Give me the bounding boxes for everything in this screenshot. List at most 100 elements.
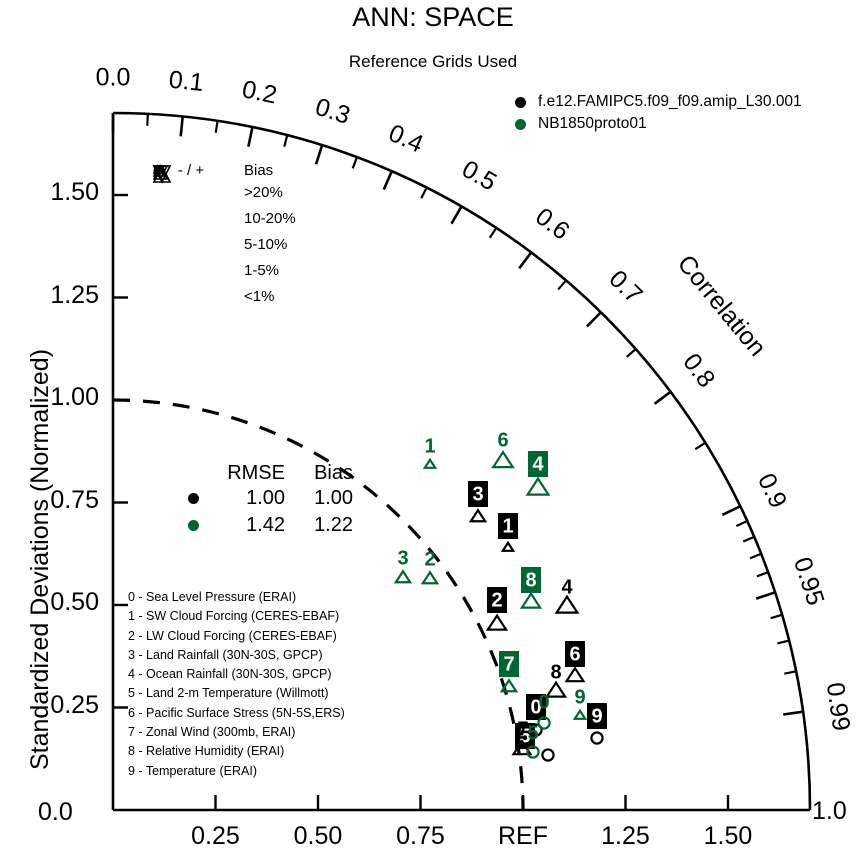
marker-label-0: 0	[538, 691, 549, 713]
marker-label-9: 9	[591, 705, 602, 727]
corr-minor-tick	[742, 535, 755, 543]
data-marker-0[interactable]	[537, 716, 551, 730]
stats-color-dot	[187, 493, 199, 504]
origin-tick-label: 0.0	[38, 798, 73, 826]
x-tick-label-REF: REF	[498, 822, 548, 850]
bias-legend-label-3: 1-5%	[244, 261, 280, 279]
bias-legend-title: Bias	[244, 162, 274, 179]
corr-minor-tick	[351, 156, 358, 169]
data-marker-1[interactable]	[422, 457, 438, 469]
corr-minor-tick	[146, 113, 149, 126]
marker-triangle-up	[485, 613, 509, 631]
bias-legend-rows: >20% 10-20% 5-10% 1-5% <1%	[150, 164, 296, 309]
legend-entry-1: NB1850proto01	[515, 115, 802, 133]
corr-minor-tick	[283, 134, 289, 148]
marker-label-4: 4	[561, 576, 573, 598]
marker-triangle-up	[564, 666, 586, 683]
chart-subtitle: Reference Grids Used	[348, 52, 518, 71]
stats-col-rmse: RMSE	[227, 462, 285, 484]
data-marker-9[interactable]	[572, 708, 588, 720]
corr-tick-0.2	[247, 126, 254, 147]
variable-key-item-2: 2 - LW Cloud Forcing (CERES-EBAF)	[128, 628, 337, 643]
bias-legend-row-1: 10-20%	[150, 164, 296, 231]
marker-label-5: 5	[519, 725, 530, 747]
legend-label-1: NB1850proto01	[538, 115, 647, 132]
data-marker-7[interactable]	[511, 739, 533, 756]
marker-circle	[526, 745, 540, 759]
y-tick-label-0.75: 0.75	[50, 485, 99, 514]
legend-dot-green	[515, 118, 526, 130]
data-marker-9[interactable]	[590, 731, 604, 745]
stats-rmse-1: 1.42	[246, 514, 285, 536]
x-tick-label-0.75: 0.75	[396, 822, 445, 850]
marker-label-1: 1	[502, 515, 513, 537]
corr-tick-label-0.3: 0.3	[312, 93, 354, 130]
legend-label-0: f.e12.FAMIPC5.f09_f09.amip_L30.001	[538, 93, 802, 110]
corr-minor-tick	[749, 552, 762, 560]
corr-tick-label-0.99: 0.99	[821, 681, 856, 733]
marker-triangle-up	[572, 708, 588, 720]
data-marker-2[interactable]	[420, 570, 440, 585]
marker-label-7: 7	[503, 653, 514, 675]
corr-minor-tick	[694, 441, 707, 451]
data-marker-5[interactable]	[541, 748, 555, 762]
stats-col-bias: Bias	[314, 462, 353, 484]
data-marker-1[interactable]	[500, 540, 516, 552]
marker-label-6: 6	[569, 643, 580, 665]
data-marker-4[interactable]	[554, 594, 580, 614]
data-marker-7[interactable]	[499, 678, 519, 693]
corr-tick-label-0.5: 0.5	[457, 155, 501, 197]
corr-minor-tick	[420, 187, 428, 199]
marker-label-box-0	[526, 694, 546, 720]
bias-legend-label-2: 5-10%	[244, 235, 288, 253]
stats-table: RMSE Bias 1.00 1.00 1.42 1.22	[175, 462, 353, 539]
data-marker-3[interactable]	[468, 508, 488, 523]
bias-circle-icon	[153, 165, 164, 176]
bias-legend-header: - / + Bias	[150, 162, 296, 179]
corr-tick-label-0.6: 0.6	[530, 202, 575, 245]
variable-key-item-7: 7 - Zonal Wind (300mb, ERAI)	[128, 725, 296, 740]
data-marker-8[interactable]	[519, 591, 543, 609]
data-marker-6[interactable]	[564, 666, 586, 683]
corr-tick-0.99	[783, 710, 804, 716]
bias-legend-row-2: 5-10%	[150, 164, 296, 257]
variable-key-item-8: 8 - Relative Humidity (ERAI)	[128, 744, 285, 759]
data-marker-8[interactable]	[544, 680, 568, 698]
marker-triangle-up	[422, 457, 438, 469]
marker-triangle-up	[554, 594, 580, 614]
marker-label-2: 2	[491, 589, 502, 611]
stats-rmse-0: 1.00	[246, 487, 285, 509]
variable-key-item-9: 9 - Temperature (ERAI)	[128, 763, 257, 778]
marker-triangle-up	[544, 680, 568, 698]
marker-triangle-up	[420, 570, 440, 585]
corr-tick-0.6	[518, 251, 533, 270]
corr-tick-0.9	[721, 505, 741, 517]
marker-label-1: 1	[424, 435, 435, 457]
chart-title: ANN: SPACE	[352, 2, 514, 32]
corr-minor-tick	[735, 520, 748, 527]
corr-tick-0.7	[585, 311, 602, 328]
marker-label-6: 6	[497, 429, 508, 451]
bias-legend-sign-header: - / +	[177, 162, 205, 179]
variable-key-item-0: 0 - Sea Level Pressure (ERAI)	[128, 590, 297, 604]
data-marker-2[interactable]	[485, 613, 509, 631]
corr-minor-tick	[626, 348, 637, 358]
data-marker-4[interactable]	[525, 476, 551, 496]
corr-tick-label-0.1: 0.1	[168, 66, 205, 97]
marker-triangle-up	[491, 450, 515, 469]
marker-circle	[590, 731, 604, 745]
bias-legend-label-4: <1%	[244, 287, 275, 305]
reference-arc	[112, 398, 525, 811]
corr-tick-0.1	[179, 116, 184, 137]
stats-row-0: 1.00 1.00	[175, 485, 353, 512]
marker-label-0: 0	[530, 696, 541, 718]
marker-triangle-up	[393, 569, 413, 584]
data-marker-3[interactable]	[393, 569, 413, 584]
corr-tick-label-0.8: 0.8	[677, 348, 720, 393]
data-marker-5[interactable]	[526, 745, 540, 759]
data-marker-6[interactable]	[491, 450, 515, 469]
marker-label-2: 2	[424, 548, 435, 570]
marker-label-box-4	[528, 451, 548, 477]
